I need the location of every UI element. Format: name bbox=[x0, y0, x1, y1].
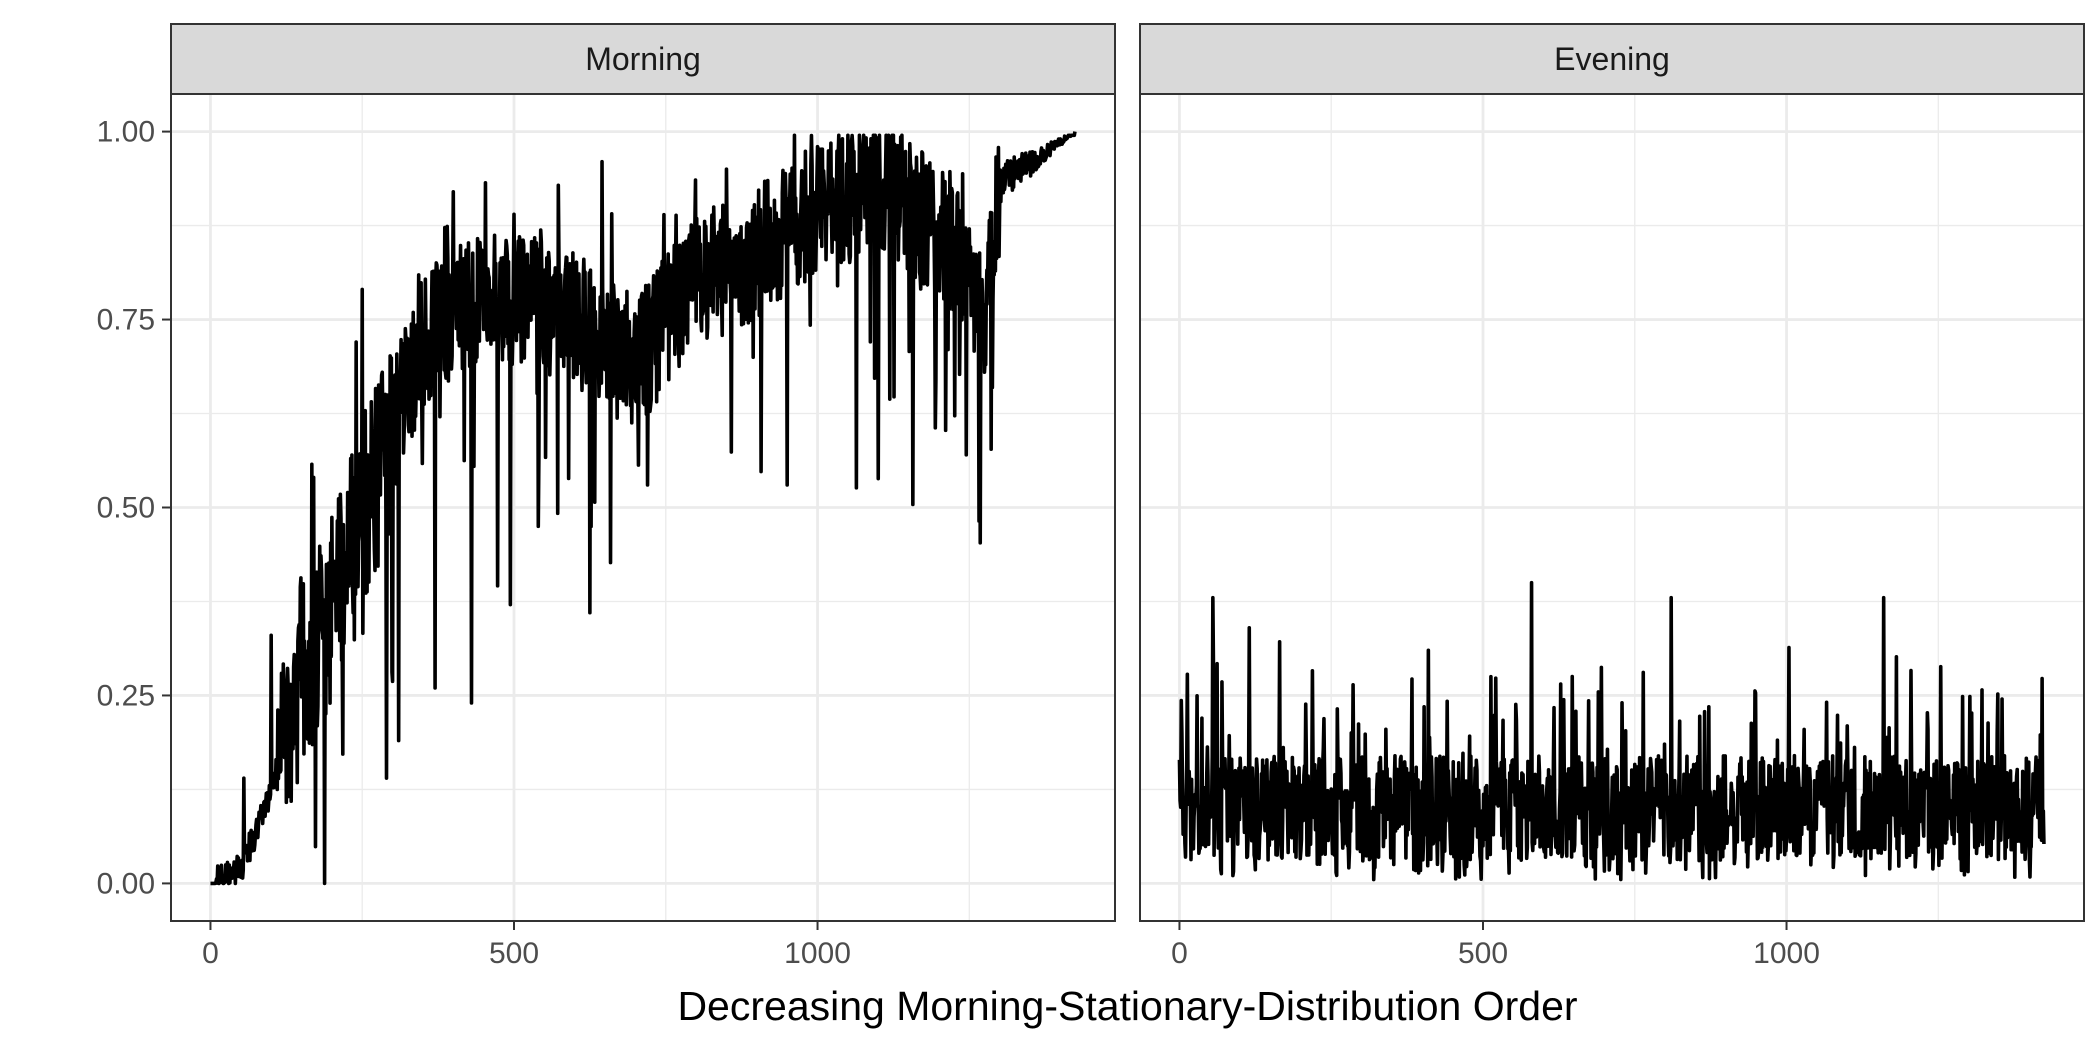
facet-label-morning: Morning bbox=[585, 41, 701, 77]
x-tick-label: 500 bbox=[1458, 937, 1508, 970]
facet-label-evening: Evening bbox=[1554, 41, 1670, 77]
facet-strip-morning bbox=[170, 23, 1116, 95]
y-tick-label: 0.00 bbox=[97, 867, 155, 900]
x-tick-label: 1000 bbox=[1753, 937, 1820, 970]
y-tick-label: 0.75 bbox=[97, 304, 155, 337]
y-tick-label: 0.50 bbox=[97, 492, 155, 525]
panel-grid bbox=[1140, 94, 2084, 921]
x-tick-label: 1000 bbox=[784, 937, 851, 970]
panel-evening: Evening bbox=[1139, 23, 2085, 922]
x-axis-title: Decreasing Morning-Stationary-Distributi… bbox=[677, 983, 1577, 1029]
x-axis: 0 500 1000 0 500 1000 bbox=[202, 921, 1820, 970]
x-tick-label: 0 bbox=[1171, 937, 1188, 970]
x-tick-label: 0 bbox=[202, 937, 219, 970]
facet-strip-evening bbox=[1139, 23, 2085, 95]
panel-morning: Morning bbox=[170, 23, 1116, 922]
series-line-evening bbox=[1177, 580, 2046, 882]
series-line-morning bbox=[209, 131, 1077, 886]
y-axis: 0.00 0.25 0.50 0.75 1.00 bbox=[97, 116, 171, 900]
x-tick-label: 500 bbox=[489, 937, 539, 970]
y-tick-label: 1.00 bbox=[97, 116, 155, 149]
y-tick-label: 0.25 bbox=[97, 679, 155, 712]
